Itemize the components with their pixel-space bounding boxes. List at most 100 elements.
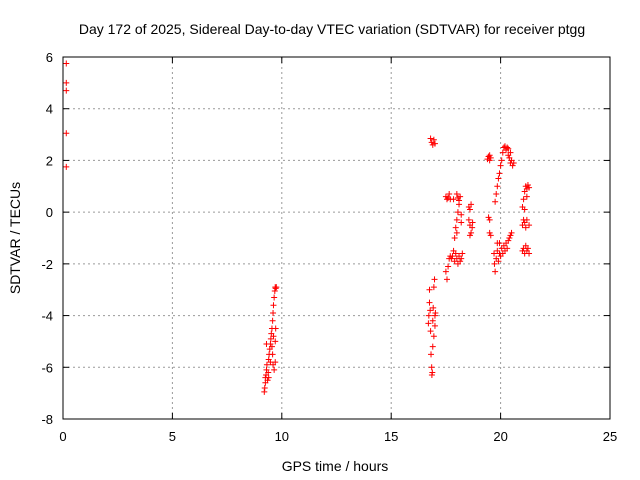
data-point [458, 211, 465, 218]
y-tick-label: -2 [41, 257, 53, 272]
data-point [429, 343, 436, 350]
data-point [487, 232, 494, 239]
data-point [273, 284, 280, 291]
x-axis-tick-labels: 0 5 10 15 20 25 [59, 429, 617, 444]
data-point [495, 175, 502, 182]
data-point [63, 60, 70, 67]
data-point [272, 338, 279, 345]
data-point [430, 284, 437, 291]
y-tick-label: 2 [46, 153, 53, 168]
data-point [494, 183, 501, 190]
data-point [453, 229, 460, 236]
data-point [269, 351, 276, 358]
data-point [487, 154, 494, 161]
data-point [465, 216, 472, 223]
data-point [521, 206, 528, 213]
x-tick-label: 10 [275, 429, 289, 444]
data-point [459, 250, 466, 257]
data-point [456, 197, 463, 204]
data-point [451, 235, 458, 241]
data-point [526, 250, 533, 257]
grid-lines [63, 57, 610, 419]
data-point [505, 237, 512, 244]
data-point [427, 307, 434, 314]
y-tick-label: 4 [46, 102, 53, 117]
x-tick-label: 5 [169, 429, 176, 444]
y-tick-label: -8 [41, 412, 53, 427]
data-point [427, 135, 434, 142]
data-point [491, 260, 498, 267]
data-point [526, 222, 533, 229]
data-point [428, 351, 435, 358]
data-point [504, 245, 511, 252]
data-point [509, 162, 516, 169]
data-point [269, 317, 276, 324]
data-point [446, 191, 453, 198]
data-point [425, 312, 432, 319]
data-point [497, 162, 504, 169]
x-tick-label: 0 [59, 429, 66, 444]
data-point [271, 366, 278, 373]
data-point [458, 255, 465, 262]
y-tick-label: -6 [41, 360, 53, 375]
data-point [431, 140, 438, 147]
data-point [495, 258, 502, 265]
data-point [491, 250, 498, 257]
chart-title: Day 172 of 2025, Sidereal Day-to-day VTE… [79, 21, 585, 37]
data-point [445, 263, 452, 270]
data-point [426, 286, 433, 293]
data-point [429, 317, 436, 324]
data-point [499, 149, 506, 156]
data-point [507, 232, 514, 239]
data-point [493, 191, 500, 198]
data-point [486, 216, 493, 223]
data-point [449, 253, 456, 260]
data-point [486, 157, 493, 164]
data-point [485, 214, 492, 221]
data-point [427, 328, 434, 335]
data-point [469, 224, 476, 231]
data-point [448, 255, 455, 262]
data-point [265, 374, 272, 381]
data-point [428, 364, 435, 371]
data-point [271, 294, 278, 301]
data-point [457, 258, 464, 265]
data-point [265, 369, 272, 376]
data-point [261, 384, 268, 391]
data-point [508, 229, 515, 236]
data-point [505, 145, 512, 152]
data-point [442, 268, 449, 275]
data-point [466, 206, 473, 213]
data-point [63, 130, 70, 137]
data-point [428, 372, 435, 379]
y-axis-tick-labels: -8 -6 -4 -2 0 2 4 6 [41, 50, 53, 427]
data-point [523, 216, 530, 223]
data-point [63, 87, 70, 94]
data-point [267, 335, 274, 342]
data-point [458, 219, 465, 226]
data-point [524, 181, 531, 188]
data-point [506, 235, 513, 241]
data-point [452, 224, 459, 231]
x-tick-label: 20 [493, 429, 507, 444]
x-tick-label: 25 [603, 429, 617, 444]
data-points [63, 60, 533, 395]
data-point [431, 322, 438, 329]
axis-ticks [62, 56, 611, 420]
data-point [272, 325, 279, 332]
data-point [498, 157, 505, 164]
data-point [504, 144, 511, 151]
data-point [432, 309, 439, 316]
data-point [466, 232, 473, 239]
data-point [454, 194, 461, 201]
data-point [425, 320, 432, 327]
data-point [492, 198, 499, 205]
data-point [520, 196, 527, 203]
y-tick-label: 0 [46, 205, 53, 220]
data-point [496, 170, 503, 177]
data-point [468, 229, 475, 236]
data-point [430, 136, 437, 143]
data-point [270, 309, 277, 316]
data-point [268, 343, 275, 350]
